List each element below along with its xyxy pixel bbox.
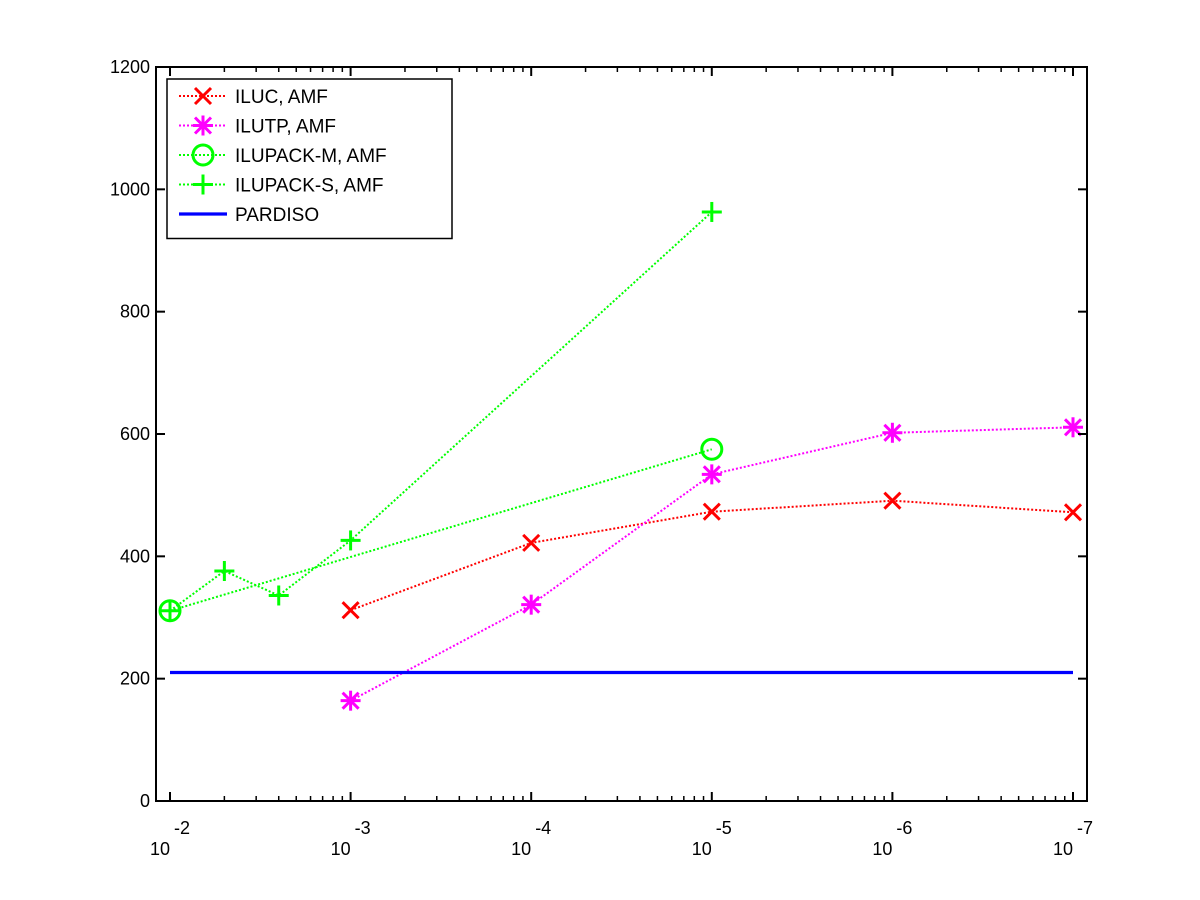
x-tick-label-exponent: -5 — [716, 818, 732, 838]
data-point — [701, 464, 722, 485]
data-point — [214, 561, 235, 582]
marker-stroke — [522, 533, 541, 552]
legend-label: ILUPACK-S, AMF — [235, 176, 384, 197]
data-point — [340, 530, 361, 551]
x-tick-label-exponent: -3 — [355, 818, 371, 838]
legend-entry: ILUPACK-M, AMF — [179, 143, 387, 167]
data-point — [883, 491, 902, 510]
data-point — [700, 437, 724, 461]
x-tick-label-base: 10 — [872, 839, 892, 859]
legend-label: ILUPACK-M, AMF — [235, 146, 387, 167]
y-tick-label: 0 — [140, 791, 150, 811]
marker-stroke — [702, 465, 721, 484]
marker-stroke — [700, 437, 724, 461]
series-line — [350, 426, 1074, 702]
x-tick-label-base: 10 — [331, 839, 351, 859]
series-3 — [160, 201, 722, 621]
x-tick-label-base: 10 — [692, 839, 712, 859]
legend-marker — [191, 143, 215, 167]
data-point — [701, 201, 722, 222]
marker-stroke — [341, 691, 360, 710]
data-point — [522, 533, 541, 552]
marker-stroke — [1063, 418, 1083, 437]
marker-stroke — [341, 601, 360, 620]
x-tick-label-exponent: -6 — [896, 818, 912, 838]
y-tick-label: 1200 — [110, 57, 150, 77]
data-point — [1063, 503, 1083, 522]
data-point — [882, 422, 903, 443]
legend-label: ILUTP, AMF — [235, 117, 336, 138]
x-tick-label-base: 10 — [511, 839, 531, 859]
marker-stroke — [883, 423, 902, 442]
series-1 — [340, 417, 1083, 711]
data-point — [160, 600, 180, 621]
x-tick-label-exponent: -2 — [174, 818, 190, 838]
y-tick-label: 200 — [120, 669, 150, 689]
marker-stroke — [193, 116, 213, 135]
y-tick-label: 1000 — [110, 179, 150, 199]
data-point — [340, 690, 361, 711]
axes: 02004006008001000120010-210-310-410-510-… — [110, 57, 1093, 859]
legend-entry: ILUPACK-S, AMF — [179, 174, 384, 197]
marker-stroke — [1063, 503, 1083, 522]
series-0 — [341, 491, 1083, 620]
legend-marker — [193, 115, 213, 136]
legend-entry: ILUTP, AMF — [179, 115, 336, 138]
marker-stroke — [522, 595, 541, 614]
data-point — [521, 594, 542, 615]
legend-entry: PARDISO — [179, 205, 319, 226]
x-tick-label-base: 10 — [1053, 839, 1073, 859]
x-tick-label-exponent: -4 — [535, 818, 551, 838]
data-point — [268, 585, 289, 606]
legend-marker — [193, 174, 213, 195]
legend: ILUC, AMF ILUTP, AMF ILUPACK-M, AMF ILUPACK… — [166, 78, 453, 240]
data-point — [341, 601, 360, 620]
data-point — [702, 502, 721, 521]
marker-stroke — [702, 502, 721, 521]
series-line — [169, 211, 713, 612]
y-tick-label: 600 — [120, 424, 150, 444]
marker-stroke — [193, 86, 213, 106]
marker-stroke — [883, 491, 902, 510]
marker-stroke — [191, 143, 215, 167]
legend-box — [166, 78, 453, 240]
data-point — [1063, 417, 1083, 438]
legend-marker — [193, 86, 213, 106]
x-tick-label-exponent: -7 — [1077, 818, 1093, 838]
legend-label: ILUC, AMF — [235, 87, 328, 108]
y-tick-label: 800 — [120, 302, 150, 322]
plot-area — [158, 201, 1083, 711]
legend-entry: ILUC, AMF — [179, 86, 328, 108]
legend-label: PARDISO — [235, 205, 319, 226]
y-tick-label: 400 — [120, 546, 150, 566]
x-tick-label-base: 10 — [150, 839, 170, 859]
